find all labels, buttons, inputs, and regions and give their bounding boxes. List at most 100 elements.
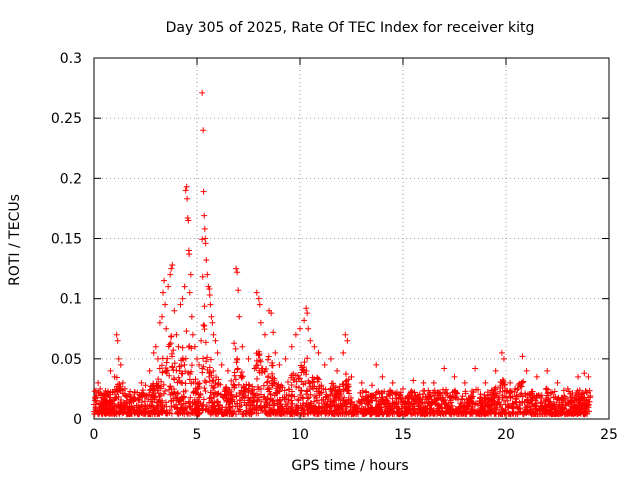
data-point [508, 388, 515, 395]
data-point [138, 409, 145, 416]
data-point [203, 257, 210, 264]
data-point [479, 403, 486, 410]
data-point [113, 331, 120, 338]
data-point [307, 337, 314, 344]
data-point [490, 391, 497, 398]
data-point [343, 386, 350, 393]
data-point [501, 388, 508, 395]
data-point [163, 325, 170, 332]
data-point [529, 396, 536, 403]
data-point [450, 393, 457, 400]
data-point [201, 303, 208, 310]
data-point [575, 373, 582, 380]
data-point [200, 127, 207, 134]
data-point [267, 411, 274, 418]
data-point [259, 365, 266, 372]
data-point [484, 389, 491, 396]
data-point [350, 402, 357, 409]
data-point [318, 396, 325, 403]
data-point [357, 399, 364, 406]
data-point [479, 408, 486, 415]
data-point [222, 394, 229, 401]
data-point [420, 379, 427, 386]
data-point [321, 361, 328, 368]
data-point [297, 391, 304, 398]
data-point [232, 345, 239, 352]
data-point [498, 349, 505, 356]
data-point [93, 387, 100, 394]
data-point [284, 379, 291, 386]
data-point [482, 379, 489, 386]
data-point [304, 355, 311, 362]
data-point [201, 377, 208, 384]
data-point [199, 236, 206, 243]
data-point [334, 367, 341, 374]
data-point [541, 402, 548, 409]
data-point [462, 410, 469, 417]
data-point [492, 386, 499, 393]
data-point [472, 400, 479, 407]
data-point [215, 376, 222, 383]
data-point [232, 403, 239, 410]
data-point [533, 400, 540, 407]
y-tick-label: 0.1 [60, 292, 82, 308]
data-point [484, 401, 491, 408]
data-point [231, 340, 238, 347]
data-point [194, 411, 201, 418]
data-point [518, 390, 525, 397]
data-point [303, 399, 310, 406]
data-point [395, 399, 402, 406]
data-point [187, 394, 194, 401]
data-point [519, 393, 526, 400]
data-point [134, 411, 141, 418]
data-point [300, 400, 307, 407]
data-point [358, 396, 365, 403]
data-point [226, 411, 233, 418]
data-point [253, 407, 260, 414]
data-point [515, 406, 522, 413]
data-point [311, 383, 318, 390]
data-point [222, 410, 229, 417]
data-point [228, 388, 235, 395]
data-point [416, 406, 423, 413]
data-point [161, 277, 168, 284]
data-point [202, 339, 209, 346]
data-point [282, 395, 289, 402]
data-point [165, 283, 172, 290]
data-point [304, 395, 311, 402]
data-point [234, 356, 241, 363]
data-point [269, 375, 276, 382]
data-point [430, 379, 437, 386]
data-point [255, 295, 262, 302]
data-point [527, 391, 534, 398]
data-point [203, 358, 210, 365]
data-point [199, 89, 206, 96]
data-point [270, 329, 277, 336]
data-point [414, 401, 421, 408]
data-point [149, 387, 156, 394]
data-point [494, 390, 501, 397]
data-point [164, 367, 171, 374]
data-point [415, 405, 422, 412]
data-point [500, 355, 507, 362]
data-point [119, 379, 126, 386]
data-point [297, 325, 303, 332]
data-point [521, 399, 528, 406]
data-point [332, 394, 339, 401]
data-point [469, 411, 476, 418]
data-point [472, 365, 479, 372]
y-tick-label: 0.2 [60, 171, 82, 187]
data-point [162, 301, 169, 308]
data-point [215, 406, 222, 413]
data-point [493, 404, 500, 411]
data-point [344, 337, 351, 344]
data-point [487, 408, 494, 415]
data-point [543, 385, 550, 392]
data-point [364, 394, 371, 401]
data-point [245, 410, 252, 417]
data-point [276, 387, 283, 394]
data-point [162, 368, 169, 375]
data-point [107, 367, 114, 374]
data-point [223, 398, 230, 405]
data-point [101, 391, 108, 398]
